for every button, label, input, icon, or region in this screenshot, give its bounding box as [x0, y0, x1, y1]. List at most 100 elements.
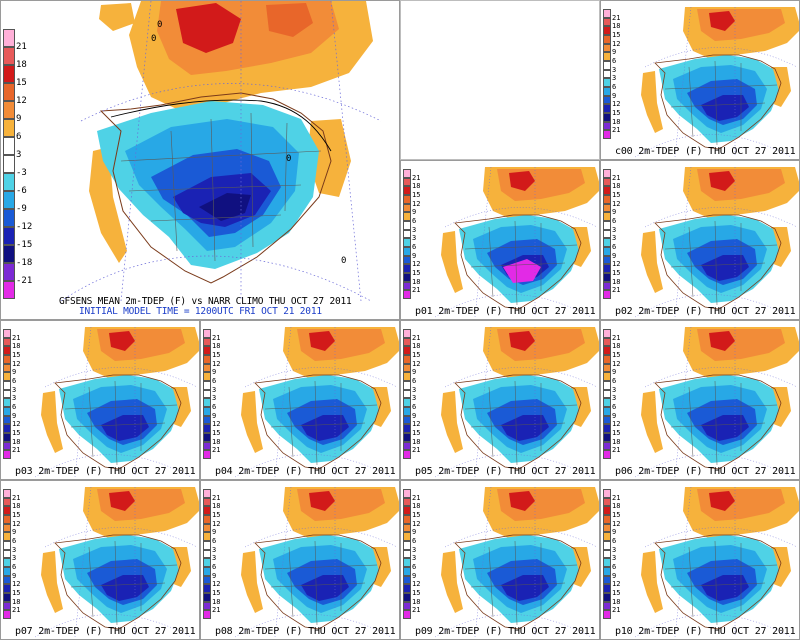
contour-label: 0 [157, 20, 162, 30]
colorbar-swatch [403, 424, 411, 433]
main-title: GFSENS MEAN 2m-TDEP (F) vs NARR CLIMO TH… [59, 296, 352, 307]
colorbar-swatch [203, 584, 211, 593]
colorbar-swatch [603, 567, 611, 576]
colorbar-label: 15 [212, 511, 221, 519]
colorbar-swatch [603, 523, 611, 533]
colorbar-label: 15 [12, 511, 21, 519]
colorbar-label: 9 [412, 251, 417, 260]
colorbar-label: 18 [612, 342, 621, 351]
colorbar-swatch [3, 584, 11, 593]
colorbar-swatch [3, 415, 11, 425]
colorbar-label: 15 [612, 31, 621, 39]
colorbar-swatch [3, 372, 11, 381]
colorbar-label: 21 [212, 446, 221, 455]
warm-anomaly-west [241, 391, 263, 453]
colorbar-swatch [603, 61, 611, 70]
colorbar-label: 12 [212, 359, 221, 368]
colorbar-label: 9 [12, 368, 17, 377]
colorbar-label: 9 [612, 571, 617, 580]
colorbar-label: 6 [212, 403, 217, 411]
colorbar-label: 3 [612, 385, 617, 394]
colorbar-swatch [603, 489, 611, 498]
member-colorbar: 21 18 15 12 9 6 3 3 6 9 12 15 18 21 [203, 489, 220, 625]
colorbar-label: 18 [612, 437, 621, 446]
empty-panel [400, 0, 600, 160]
colorbar-label: 3 [212, 385, 217, 394]
colorbar-label: 3 [612, 234, 617, 243]
main-colorbar: 21 18 15 12 9 6 3 -3 -6 -9 -12 -15 -18 -21 [3, 29, 32, 305]
colorbar-swatch [403, 281, 411, 291]
state-borders [264, 380, 378, 466]
colorbar-label: 3 [412, 394, 417, 403]
colorbar-swatch [203, 575, 211, 585]
colorbar-swatch [203, 355, 211, 364]
colorbar-label: 18 [412, 437, 421, 446]
colorbar-swatch [603, 584, 611, 593]
colorbar-swatch [203, 497, 211, 507]
colorbar-label: 3 [212, 394, 217, 403]
colorbar-label: 15 [612, 589, 621, 597]
colorbar-swatch [603, 515, 611, 524]
coastline [54, 534, 182, 630]
member-caption: p08 2m-TDEP (F) THU OCT 27 2011 [215, 626, 396, 637]
colorbar-label: 18 [212, 597, 221, 606]
colorbar-swatch [3, 227, 15, 245]
colorbar-label: 6 [212, 377, 217, 385]
colorbar-swatch [603, 424, 611, 433]
colorbar-label: 15 [412, 511, 421, 519]
colorbar-label: 15 [12, 429, 21, 437]
colorbar-swatch [203, 441, 211, 451]
colorbar-label: 15 [412, 589, 421, 597]
colorbar-swatch [403, 355, 411, 364]
colorbar-swatch [203, 398, 211, 407]
colorbar-label: 15 [612, 191, 621, 199]
colorbar-label: 12 [12, 420, 21, 429]
colorbar-label: 18 [16, 60, 27, 70]
colorbar-swatch [403, 433, 411, 442]
warm-anomaly-west [441, 231, 463, 293]
colorbar-swatch [603, 381, 611, 390]
colorbar-swatch [3, 450, 11, 459]
colorbar-swatch [3, 601, 11, 611]
colorbar-label: 21 [412, 606, 421, 615]
colorbar-swatch [603, 372, 611, 381]
colorbar-swatch [3, 337, 11, 347]
colorbar-swatch [603, 69, 611, 79]
colorbar-swatch [3, 83, 15, 101]
colorbar-label: 6 [12, 377, 17, 385]
member-colorbar: 21 18 15 12 9 6 3 3 6 9 12 15 18 21 [403, 489, 420, 625]
colorbar-swatch [203, 407, 211, 416]
colorbar-label: 15 [412, 351, 421, 359]
colorbar-label: 12 [412, 580, 421, 589]
colorbar-label: 9 [412, 571, 417, 580]
colorbar-label: 9 [12, 571, 17, 580]
colorbar-swatch [603, 104, 611, 113]
colorbar-label: 21 [612, 173, 621, 182]
member-colorbar: 21 18 15 12 9 6 3 3 6 9 12 15 18 21 [603, 9, 620, 145]
member-colorbar: 21 18 15 12 9 6 3 3 6 9 12 15 18 21 [403, 329, 420, 465]
colorbar-swatch [3, 398, 11, 407]
colorbar-label: 3 [412, 554, 417, 563]
colorbar-swatch [3, 441, 11, 451]
colorbar-swatch [3, 47, 15, 65]
colorbar-label: 12 [16, 96, 27, 106]
colorbar-label: 21 [12, 606, 21, 615]
member-caption: p01 2m-TDEP (F) THU OCT 27 2011 [415, 306, 596, 317]
colorbar-label: 21 [412, 493, 421, 502]
colorbar-swatch [203, 601, 211, 611]
colorbar-swatch [403, 567, 411, 576]
warm-anomaly-north-peak [709, 171, 735, 191]
cool-anomaly-core [301, 575, 349, 601]
warm-anomaly-north-peak [509, 171, 535, 191]
colorbar-label: 21 [12, 446, 21, 455]
member-caption: p05 2m-TDEP (F) THU OCT 27 2011 [415, 466, 596, 477]
warm-anomaly-west [89, 147, 127, 263]
colorbar-label: 18 [12, 342, 21, 351]
lat-lon-grid [634, 6, 798, 158]
colorbar-label: 18 [612, 22, 621, 31]
contour-label: 0 [286, 154, 291, 164]
colorbar-label: 3 [612, 225, 617, 234]
colorbar-label: 21 [212, 493, 221, 502]
colorbar-swatch [403, 450, 411, 459]
colorbar-label: 21 [12, 493, 21, 502]
